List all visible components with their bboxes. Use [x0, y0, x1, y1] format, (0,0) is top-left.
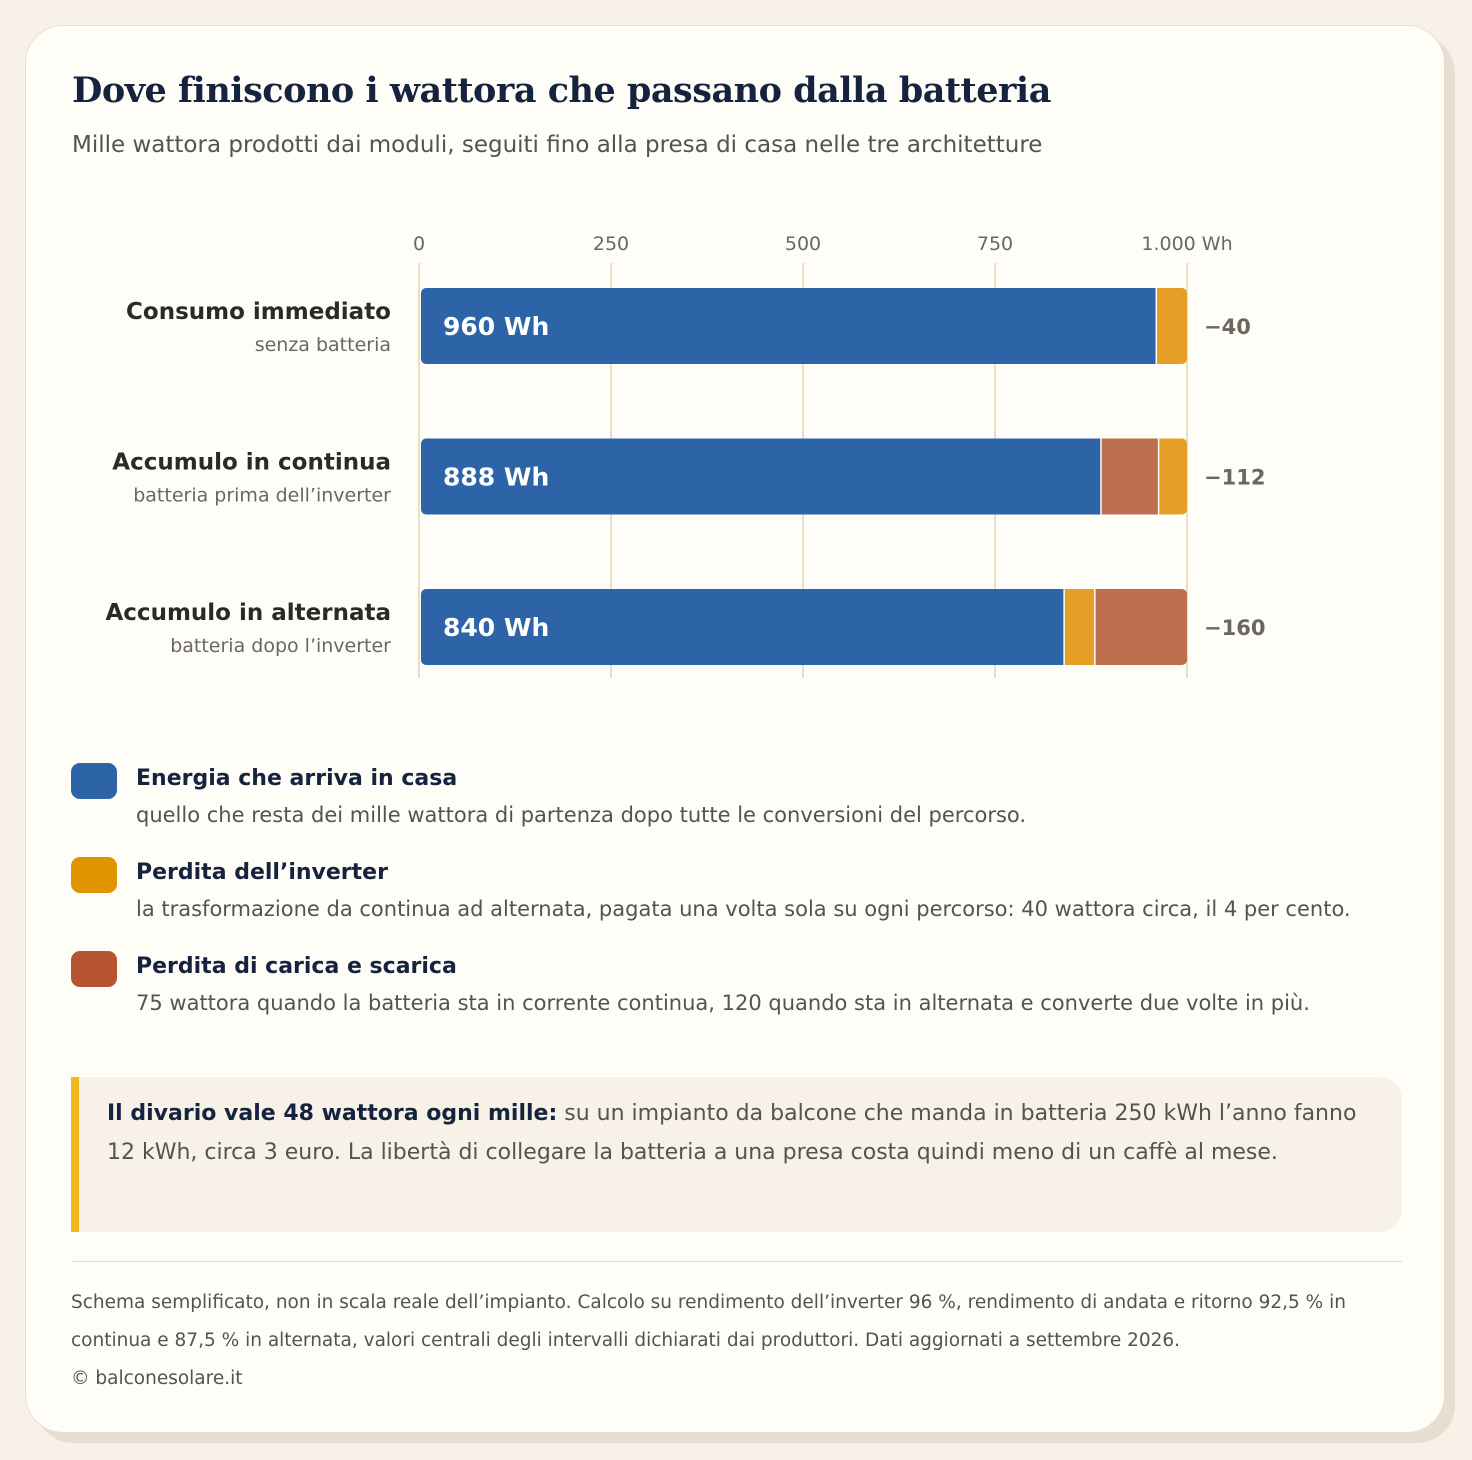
legend-description: la trasformazione da continua ad alterna… [136, 897, 1351, 921]
bar-loss-label: −112 [1204, 466, 1265, 490]
callout-note: Il divario vale 48 wattora ogni mille: s… [71, 1077, 1402, 1232]
category-label: Accumulo in alternata [106, 600, 392, 626]
bar-value-label: 960 Wh [443, 312, 549, 341]
bar-segment-inverter-loss [1156, 288, 1187, 364]
bar-loss-label: −160 [1204, 616, 1265, 640]
footer: Schema semplificato, non in scala reale … [71, 1284, 1411, 1398]
callout-strong: Il divario vale 48 wattora ogni mille: [107, 1101, 558, 1126]
chart-subtitle: Mille wattora prodotti dai moduli, segui… [72, 132, 1043, 158]
callout-text: su un impianto da balcone che manda in b… [107, 1101, 1357, 1165]
legend-title: Perdita dell’inverter [136, 860, 388, 885]
x-tick-label: 500 [785, 233, 821, 255]
footer-note: Schema semplificato, non in scala reale … [71, 1292, 1346, 1351]
legend-title: Energia che arriva in casa [136, 766, 458, 791]
category-sublabel: batteria prima dell’inverter [133, 485, 391, 507]
bar-value-label: 840 Wh [443, 613, 549, 642]
legend: Energia che arriva in casa quello che re… [71, 761, 1401, 1043]
legend-description: quello che resta dei mille wattora di pa… [136, 803, 1027, 827]
bar-segment-inverter-loss [1064, 589, 1095, 665]
category-label: Accumulo in continua [112, 450, 391, 476]
bar-segment-energy [421, 589, 1065, 665]
category-sublabel: senza batteria [255, 334, 391, 356]
bar-segment-energy [421, 288, 1157, 364]
chart-title: Dove finiscono i wattora che passano dal… [72, 70, 1051, 111]
bar-segment-energy [421, 438, 1101, 515]
legend-swatch-inverter-loss [71, 857, 117, 893]
bar-segment-inverter-loss [1158, 438, 1187, 515]
stacked-bar-chart: 0 250 500 750 1.000 Wh 960 Wh −40 Consumo immed… [106, 233, 1265, 678]
category-label: Consumo immediato [126, 299, 391, 325]
bar-segment-battery-loss [1100, 438, 1159, 515]
x-tick-label: 1.000 Wh [1141, 233, 1232, 255]
x-tick-label: 750 [977, 233, 1013, 255]
legend-item-inverter-loss: Perdita dell’inverter la trasformazione … [71, 855, 1401, 927]
legend-swatch-energy [71, 763, 117, 799]
bar-value-label: 888 Wh [443, 463, 549, 492]
legend-title: Perdita di carica e scarica [136, 954, 457, 979]
bar-loss-label: −40 [1204, 315, 1251, 339]
legend-swatch-battery-loss [71, 951, 117, 987]
infographic-card: Dove finiscono i wattora che passano dal… [25, 25, 1445, 1433]
legend-item-battery-loss: Perdita di carica e scarica 75 wattora q… [71, 949, 1401, 1021]
x-tick-label: 0 [413, 233, 425, 255]
legend-description: 75 wattora quando la batteria sta in cor… [136, 991, 1310, 1015]
x-tick-label: 250 [593, 233, 629, 255]
legend-item-energy: Energia che arriva in casa quello che re… [71, 761, 1401, 833]
bar-segment-battery-loss [1094, 589, 1187, 665]
copyright: © balconesolare.it [71, 1368, 243, 1389]
divider [71, 1261, 1402, 1262]
category-sublabel: batteria dopo l’inverter [170, 635, 391, 657]
